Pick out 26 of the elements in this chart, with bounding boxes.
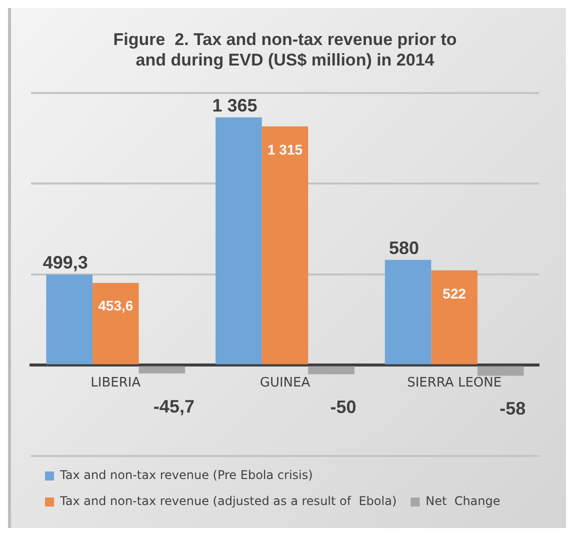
data-label: 522 — [442, 285, 466, 302]
legend-label: Tax and non-tax revenue (adjusted as a result of Ebola) — [59, 494, 397, 508]
bar — [216, 117, 262, 364]
text: Figure 2. Tax and non-tax revenue prior to — [113, 30, 457, 49]
data-label: 453,6 — [98, 298, 134, 314]
x-tick-label: LIBERIA — [90, 375, 141, 390]
data-label: 1 365 — [212, 95, 258, 116]
bar — [262, 126, 308, 364]
bar — [477, 366, 524, 376]
bar — [138, 366, 186, 374]
data-label: -50 — [330, 397, 356, 418]
data-label: 1 315 — [267, 141, 303, 158]
x-tick-label: GUINEA — [260, 375, 310, 390]
bar — [431, 270, 478, 364]
data-label: -58 — [500, 398, 526, 419]
bar — [384, 260, 432, 364]
bar — [46, 274, 93, 364]
data-label: 499,3 — [42, 252, 88, 272]
bar — [92, 282, 139, 364]
legend-label: Tax and non-tax revenue (Pre Ebola crisis) — [59, 468, 313, 482]
legend-label: Net Change — [426, 494, 500, 508]
data-label: 580 — [389, 238, 420, 258]
data-label: -45,7 — [153, 396, 194, 416]
text: and during EVD (US$ million) in 2014 — [136, 50, 434, 70]
bar — [308, 366, 354, 374]
x-tick-label: SIERRA LEONE — [407, 375, 502, 390]
